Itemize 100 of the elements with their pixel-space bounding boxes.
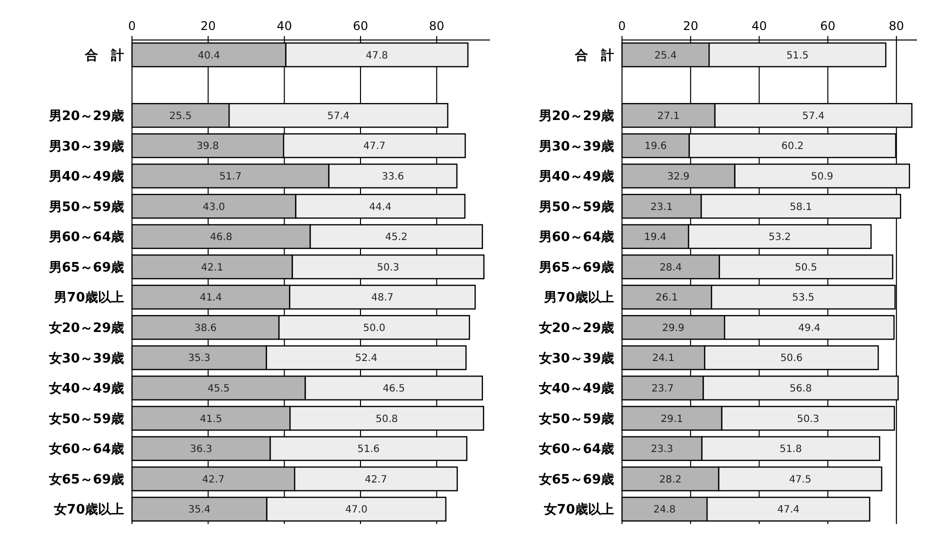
data-label: 50.5 [794,262,818,274]
data-label: 52.4 [355,353,378,364]
y-tick-label: 男30～39歳 [48,139,124,154]
data-label: 39.8 [196,141,219,152]
data-label: 50.6 [780,353,803,364]
y-tick-label: 男65～69歳 [538,260,614,276]
y-tick-label: 女50～59歳 [48,412,124,427]
data-label: 57.4 [327,110,350,122]
y-tick-label: 女70歳以上 [542,502,614,518]
y-tick-label: 女60～64歳 [48,442,124,458]
data-label: 51.7 [219,171,242,182]
data-label: 19.4 [644,232,666,244]
y-tick-label: 男20～29歳 [538,108,614,124]
data-label: 33.6 [382,171,404,182]
data-label: 36.3 [190,444,212,456]
y-tick-label: 合 計 [84,47,124,64]
y-tick-label: 男65～69歳 [48,260,124,276]
y-tick-label: 男40～49歳 [48,170,124,185]
data-label: 48.7 [371,292,394,304]
x-tick-label: 40 [752,19,767,33]
data-label: 50.8 [376,414,398,425]
y-tick-label: 女30～39歳 [48,351,124,366]
data-label: 23.3 [650,444,674,456]
y-tick-label: 女30～39歳 [538,351,614,366]
data-label: 51.6 [357,444,380,456]
x-tick-label: 20 [200,19,216,33]
x-tick-label: 60 [820,19,836,33]
data-label: 41.5 [200,414,222,425]
data-label: 46.5 [382,384,405,395]
y-tick-label: 男70歳以上 [542,290,614,306]
y-tick-label: 男50～59歳 [48,200,124,215]
data-label: 24.1 [652,353,674,364]
data-label: 50.3 [796,414,820,425]
y-tick-label: 男20～29歳 [48,108,124,124]
y-tick-label: 女70歳以上 [52,502,124,518]
data-label: 46.8 [210,232,232,244]
data-label: 44.4 [369,202,392,213]
x-tick-label: 0 [618,19,626,33]
y-tick-label: 男30～39歳 [538,139,614,154]
data-label: 19.6 [644,141,667,152]
data-label: 57.4 [802,110,825,122]
y-tick-label: 女65～69歳 [48,472,124,488]
x-tick-label: 0 [128,19,136,33]
x-tick-label: 40 [276,19,292,33]
x-tick-label: 80 [429,19,444,33]
data-label: 51.8 [780,444,802,456]
data-label: 47.8 [366,50,388,62]
data-label: 53.5 [792,292,814,304]
data-label: 24.8 [653,504,676,516]
data-label: 35.4 [188,504,211,516]
y-tick-label: 男60～64歳 [48,230,124,246]
data-label: 28.4 [660,262,682,274]
data-label: 29.9 [662,322,684,334]
data-label: 35.3 [188,353,210,364]
data-label: 42.7 [364,474,388,486]
data-label: 56.8 [790,384,812,395]
y-tick-label: 女20～29歳 [538,320,614,336]
data-label: 41.4 [200,292,222,304]
data-label: 42.1 [201,262,224,274]
x-tick-label: 80 [888,19,904,33]
data-label: 45.5 [208,384,230,395]
data-label: 38.6 [194,322,217,334]
data-label: 45.2 [385,232,408,244]
data-label: 29.1 [660,414,684,425]
y-tick-label: 女60～64歳 [538,442,614,458]
y-tick-label: 男60～64歳 [538,230,614,246]
data-label: 50.9 [811,171,834,182]
y-tick-label: 男50～59歳 [538,200,614,215]
y-tick-label: 合 計 [574,47,614,64]
data-label: 47.0 [345,504,368,516]
data-label: 51.5 [786,50,809,62]
data-label: 60.2 [781,141,804,152]
y-tick-label: 女65～69歳 [538,472,614,488]
data-label: 58.1 [790,202,812,213]
data-label: 42.7 [202,474,224,486]
data-label: 32.9 [667,171,690,182]
y-tick-label: 女50～59歳 [538,412,614,427]
x-tick-label: 20 [682,19,698,33]
data-label: 27.1 [657,110,680,122]
data-label: 47.7 [363,141,386,152]
data-label: 47.5 [789,474,812,486]
y-tick-label: 女40～49歳 [48,382,124,397]
data-label: 50.3 [376,262,400,274]
data-label: 23.1 [650,202,673,213]
y-tick-label: 男40～49歳 [538,170,614,185]
y-tick-label: 女20～29歳 [48,320,124,336]
data-label: 26.1 [656,292,678,304]
data-label: 28.2 [659,474,682,486]
x-tick-label: 60 [352,19,368,33]
data-label: 25.5 [169,110,192,122]
y-tick-label: 男70歳以上 [52,290,124,306]
data-label: 47.4 [777,504,800,516]
data-label: 23.7 [652,384,674,395]
data-label: 40.4 [198,50,220,62]
data-label: 43.0 [202,202,226,213]
data-label: 53.2 [768,232,791,244]
data-label: 50.0 [363,322,386,334]
y-tick-label: 女40～49歳 [538,382,614,397]
data-label: 25.4 [654,50,677,62]
data-label: 49.4 [798,322,820,334]
